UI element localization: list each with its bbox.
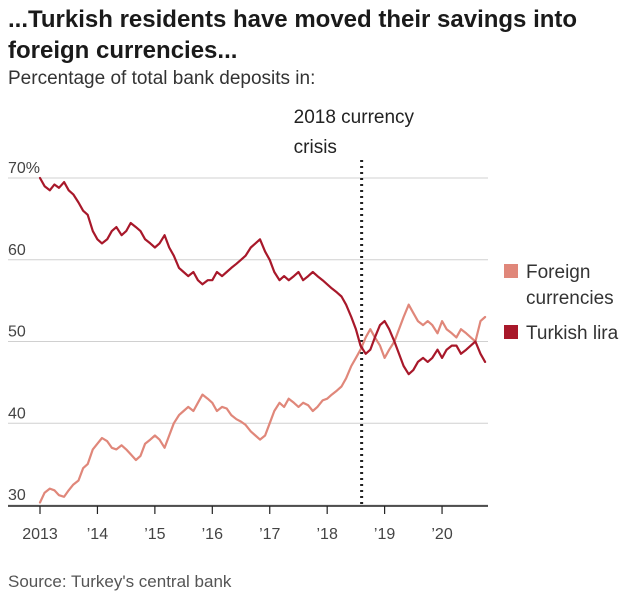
crisis-annotation: 2018 currency crisis	[294, 107, 415, 508]
x-tick-label: ’14	[87, 526, 108, 543]
legend-swatch-lira	[504, 325, 518, 339]
gridlines	[8, 177, 488, 506]
legend-label-foreign-line-1: Foreign	[526, 262, 590, 283]
x-tick-label: ’20	[431, 526, 452, 543]
y-tick-label: 40	[8, 405, 26, 422]
x-tick-label: ’17	[259, 526, 280, 543]
series-line-lira	[38, 176, 487, 376]
legend-label-lira: Turkish lira	[526, 323, 619, 344]
source-note: Source: Turkey's central bank	[8, 572, 232, 591]
y-tick-label: 70%	[8, 160, 40, 177]
y-tick-label: 60	[8, 242, 26, 259]
x-tick-label: ’18	[316, 526, 337, 543]
annotation-line-1: 2018 currency	[294, 107, 415, 128]
y-tick-label: 30	[8, 487, 26, 504]
y-axis-labels: 30 40 50 60 70%	[8, 160, 40, 504]
series-line-foreign	[38, 303, 487, 504]
legend: Foreign currencies Turkish lira	[504, 262, 619, 344]
x-tick-label: ’19	[374, 526, 395, 543]
y-tick-label: 50	[8, 324, 26, 341]
legend-label-foreign-line-2: currencies	[526, 288, 614, 309]
chart-title: ...Turkish residents have moved their sa…	[8, 6, 578, 64]
x-tick-label: ’16	[202, 526, 223, 543]
chart-subtitle: Percentage of total bank deposits in:	[8, 68, 316, 89]
annotation-line-2: crisis	[294, 137, 337, 158]
x-tick-label: 2013	[22, 526, 58, 543]
legend-swatch-foreign	[504, 264, 518, 278]
x-axis: 2013 ’14 ’15 ’16 ’17 ’18 ’19 ’20	[8, 505, 488, 543]
x-tick-label: ’15	[144, 526, 165, 543]
series-lines	[38, 176, 487, 504]
